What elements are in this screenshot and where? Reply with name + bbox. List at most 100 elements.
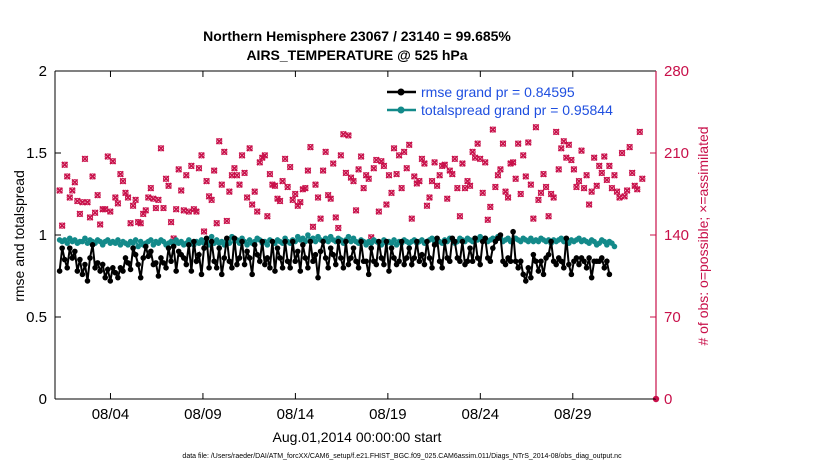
obs-possible-point — [332, 214, 339, 221]
obs-possible-point — [287, 163, 294, 171]
obs-assimilated-point — [459, 160, 466, 167]
rmse-point — [198, 271, 205, 278]
rmse-point — [84, 278, 91, 284]
obs-possible-point — [449, 170, 456, 178]
obs-assimilated-point — [573, 183, 580, 191]
obs-possible-point — [249, 201, 256, 208]
totalspread-point — [244, 242, 250, 248]
rmse-point — [208, 238, 215, 245]
rmse-point — [353, 258, 359, 265]
obs-possible-point — [499, 140, 507, 147]
obs-assimilated-point — [246, 144, 253, 152]
obs-possible-point — [307, 144, 314, 151]
obs-possible-point — [520, 152, 527, 159]
rmse-point — [535, 268, 542, 274]
obs-possible-point — [565, 141, 572, 148]
obs-possible-point — [86, 214, 94, 221]
obs-assimilated-point — [499, 140, 507, 147]
obs-assimilated-point — [565, 141, 573, 149]
obs-assimilated-point — [281, 155, 289, 163]
rmse-point — [510, 228, 516, 235]
rmse-point — [218, 271, 225, 278]
obs-possible-point — [233, 172, 241, 179]
obs-possible-point — [596, 162, 603, 169]
rmse-point — [358, 238, 364, 245]
obs-possible-point — [241, 169, 248, 177]
obs-possible-point — [188, 162, 195, 169]
rmse-point — [211, 258, 217, 265]
obs-possible-point — [555, 166, 562, 173]
rmse-point — [97, 268, 103, 274]
rmse-point — [363, 258, 369, 265]
obs-possible-point — [358, 153, 365, 160]
obs-assimilated-point — [454, 184, 461, 192]
rmse-point — [104, 266, 111, 273]
obs-assimilated-point — [165, 182, 172, 190]
rmse-point — [378, 255, 385, 261]
obs-assimilated-point — [253, 208, 261, 215]
obs-assimilated-point — [583, 171, 590, 179]
obs-possible-point — [276, 197, 284, 205]
obs-assimilated-point — [132, 196, 139, 204]
rmse-point — [419, 251, 425, 258]
obs-possible-point — [575, 178, 583, 185]
rmse-point — [269, 238, 276, 245]
obs-possible-point — [61, 161, 68, 168]
obs-assimilated-point — [403, 164, 411, 172]
obs-assimilated-point — [600, 153, 608, 160]
obs-possible-point — [390, 145, 398, 152]
obs-assimilated-point — [157, 144, 165, 152]
rmse-point — [112, 269, 119, 276]
obs-possible-point — [542, 183, 550, 191]
obs-assimilated-point — [142, 207, 150, 214]
obs-assimilated-point — [542, 183, 550, 191]
obs-assimilated-point — [241, 169, 248, 177]
obs-possible-point — [426, 194, 433, 201]
rmse-point — [576, 261, 582, 268]
rmse-point — [315, 274, 321, 281]
rmse-point — [94, 260, 101, 266]
y-right-tick-label: 280 — [664, 63, 689, 80]
obs-possible-point — [211, 167, 218, 174]
rmse-point — [305, 265, 311, 271]
obs-possible-point — [165, 182, 172, 189]
obs-assimilated-point — [423, 202, 431, 210]
obs-assimilated-point — [638, 175, 646, 183]
obs-possible-point — [183, 172, 190, 179]
rmse-point — [512, 258, 519, 265]
obs-possible-point — [350, 178, 357, 185]
obs-possible-point — [226, 188, 233, 195]
obs-assimilated-point — [286, 163, 294, 171]
obs-possible-point — [553, 128, 560, 136]
obs-assimilated-point — [225, 188, 233, 196]
obs-assimilated-point — [479, 189, 487, 197]
rmse-point — [231, 235, 238, 242]
obs-possible-point — [393, 170, 400, 178]
obs-assimilated-point — [395, 151, 403, 159]
obs-assimilated-point — [557, 144, 565, 152]
rmse-point — [464, 258, 471, 265]
obs-assimilated-point — [266, 170, 274, 178]
rmse-point — [317, 248, 324, 255]
obs-assimilated-point — [334, 224, 342, 232]
obs-assimilated-point — [530, 215, 537, 222]
obs-possible-point — [292, 190, 299, 198]
obs-assimilated-point — [512, 175, 520, 183]
obs-assimilated-point — [588, 188, 596, 196]
obs-assimilated-point — [213, 219, 221, 227]
obs-assimilated-point — [532, 123, 540, 131]
legend-spread-label: totalspread grand pr = 0.95844 — [421, 102, 613, 118]
obs-assimilated-point — [375, 208, 383, 215]
obs-assimilated-point — [319, 167, 327, 174]
obs-assimilated-point — [195, 164, 203, 172]
rmse-point — [107, 278, 114, 284]
obs-assimilated-point — [137, 219, 145, 227]
rmse-point — [239, 238, 245, 245]
totalspread-point — [132, 237, 139, 243]
obs-possible-point — [636, 128, 643, 136]
obs-assimilated-point — [552, 128, 560, 136]
obs-possible-point — [147, 185, 154, 192]
rmse-point — [279, 265, 286, 271]
obs-possible-point — [309, 223, 317, 230]
obs-assimilated-point — [436, 171, 444, 179]
